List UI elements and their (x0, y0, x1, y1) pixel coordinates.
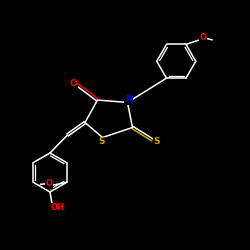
Text: O: O (45, 179, 52, 188)
Text: OH: OH (51, 203, 65, 212)
Text: S: S (154, 137, 160, 146)
Text: O: O (70, 78, 78, 88)
Text: N: N (125, 96, 132, 104)
Text: S: S (98, 138, 104, 146)
Text: O: O (200, 33, 207, 42)
